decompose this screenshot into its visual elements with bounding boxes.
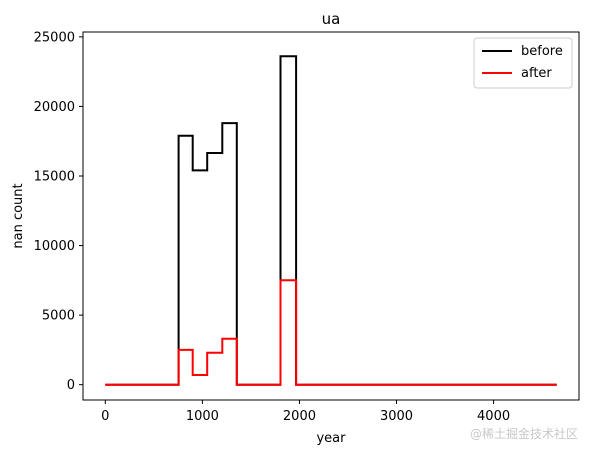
- y-tick-label: 0: [67, 378, 75, 393]
- x-tick-label: 0: [101, 409, 109, 424]
- legend: before after: [473, 37, 573, 89]
- y-axis-ticks: 0 5000 10000 15000 20000 25000: [34, 30, 83, 393]
- y-tick-label: 10000: [34, 239, 75, 254]
- x-tick-label: 1000: [186, 409, 219, 424]
- watermark: @稀土掘金技术社区: [470, 426, 578, 441]
- y-tick-label: 5000: [42, 309, 75, 324]
- series-line-before: [105, 55, 557, 386]
- x-axis-label: year: [316, 431, 346, 446]
- x-axis-ticks: 0 1000 2000 3000 4000: [101, 400, 510, 424]
- chart-title: ua: [322, 10, 341, 28]
- x-tick-label: 4000: [477, 409, 510, 424]
- legend-label-after: after: [521, 66, 552, 81]
- x-tick-label: 2000: [283, 409, 316, 424]
- y-tick-label: 20000: [34, 100, 75, 115]
- legend-label-before: before: [521, 44, 563, 59]
- series-line-after: [105, 279, 557, 386]
- y-tick-label: 15000: [34, 170, 75, 185]
- series-layer: [105, 55, 557, 386]
- y-axis-label: nan count: [11, 183, 26, 248]
- plot-area-frame: [82, 31, 580, 401]
- x-tick-label: 3000: [380, 409, 413, 424]
- y-tick-label: 25000: [34, 30, 75, 45]
